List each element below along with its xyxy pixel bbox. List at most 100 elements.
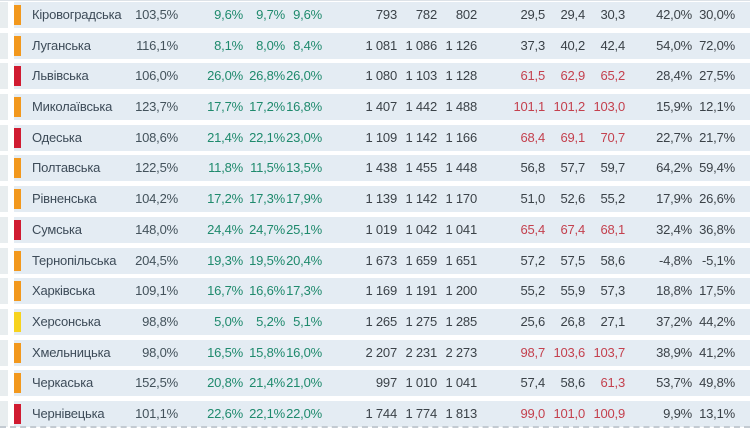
trail-pct-2: 13,1% [699,405,735,421]
column-divider [8,63,14,90]
region-name: Львівська [32,68,89,84]
count-1: 1 169 [365,283,397,299]
value-2: 26,8 [560,313,585,329]
region-name: Рівненська [32,191,97,207]
value-2: 103,6 [553,344,585,360]
value-3: 30,3 [600,7,625,22]
count-1: 1 019 [365,221,397,237]
trail-pct-2: -5,1% [702,252,735,268]
row-left-edge [0,308,8,335]
growth-pct-1: 16,7% [207,283,243,299]
growth-pct-3: 13,5% [286,160,322,176]
region-name: Полтавська [32,160,101,176]
trail-pct-2: 26,6% [699,191,735,207]
trail-pct-1: 37,2% [656,313,692,329]
count-3: 1 651 [445,252,477,268]
value-2: 62,9 [560,68,585,84]
region-name: Хмельницька [32,344,111,360]
value-3: 61,3 [600,375,625,391]
pct-total-value: 109,1% [135,283,178,299]
column-divider [8,124,14,151]
count-1: 1 109 [365,129,397,145]
region-name: Миколаївська [32,99,113,115]
trail-pct-1: 42,0% [656,7,692,22]
count-2: 1 010 [405,375,437,391]
trail-pct-1: 53,7% [656,375,692,391]
status-indicator [14,250,21,271]
value-3: 55,2 [600,191,625,207]
value-1: 99,0 [520,405,545,421]
count-2: 1 442 [405,99,437,115]
trail-pct-1: 9,9% [663,405,692,421]
region-name: Чернівецька [32,405,105,421]
region-name: Тернопільська [32,252,117,268]
region-name: Луганська [32,37,91,53]
row-left-edge [0,278,8,305]
trail-pct-2: 30,0% [699,7,735,22]
column-divider [8,2,14,28]
value-2: 101,2 [553,99,585,115]
trail-pct-2: 36,8% [699,221,735,237]
growth-pct-2: 21,4% [249,375,285,391]
table-row: Львівська 106,0% 26,0% 26,8% 26,0% 1 080… [0,63,750,90]
count-3: 2 273 [445,344,477,360]
count-1: 793 [375,7,397,22]
pct-total-value: 108,6% [135,129,178,145]
table-row: Чернівецька 101,1% 22,6% 22,1% 22,0% 1 7… [0,400,750,427]
trail-pct-1: 38,9% [656,344,692,360]
count-3: 1 041 [445,221,477,237]
table-row: Сумська 148,0% 24,4% 24,7% 25,1% 1 019 1… [0,216,750,243]
trail-pct-2: 72,0% [699,37,735,53]
growth-pct-2: 11,5% [250,160,285,176]
table-row: Кіровоградська 103,5% 9,6% 9,7% 9,6% 793… [0,2,750,28]
pct-total-value: 123,7% [135,99,178,115]
status-indicator [14,373,21,394]
value-1: 98,7 [520,344,545,360]
growth-pct-1: 24,4% [207,221,243,237]
status-indicator [14,219,21,240]
status-indicator [14,97,21,118]
growth-pct-3: 17,3% [286,283,322,299]
growth-pct-1: 22,6% [207,405,243,421]
pct-total-value: 98,0% [142,344,178,360]
count-1: 2 207 [365,344,397,360]
count-1: 1 080 [365,68,397,84]
pct-total-value: 103,5% [135,7,178,22]
region-name: Черкаська [32,375,94,391]
growth-pct-2: 19,5% [249,252,285,268]
row-left-edge [0,2,8,28]
growth-pct-3: 22,0% [286,405,322,421]
count-2: 1 659 [405,252,437,268]
table-row: Черкаська 152,5% 20,8% 21,4% 21,0% 997 1… [0,370,750,397]
status-indicator [14,35,21,56]
trail-pct-1: 18,8% [656,283,692,299]
growth-pct-3: 23,0% [286,129,322,145]
value-2: 55,9 [560,283,585,299]
table-row: Полтавська 122,5% 11,8% 11,5% 13,5% 1 43… [0,155,750,182]
count-3: 1 448 [445,160,477,176]
value-2: 69,1 [560,129,585,145]
growth-pct-2: 22,1% [249,129,285,145]
count-2: 1 774 [405,405,437,421]
count-2: 2 231 [405,344,437,360]
trail-pct-2: 59,4% [699,160,735,176]
count-2: 1 275 [405,313,437,329]
value-3: 103,7 [593,344,625,360]
count-3: 1 128 [445,68,477,84]
count-3: 1 813 [445,405,477,421]
value-2: 57,7 [560,160,585,176]
column-divider [8,339,14,366]
count-2: 1 103 [405,68,437,84]
column-divider [8,94,14,121]
value-1: 57,2 [520,252,545,268]
table-row: Луганська 116,1% 8,1% 8,0% 8,4% 1 081 1 … [0,32,750,59]
count-3: 1 285 [445,313,477,329]
count-3: 1 126 [445,37,477,53]
trail-pct-2: 17,5% [699,283,735,299]
growth-pct-2: 26,8% [249,68,285,84]
value-1: 61,5 [520,68,545,84]
trail-pct-2: 49,8% [699,375,735,391]
status-indicator [14,5,21,25]
trail-pct-1: 54,0% [656,37,692,53]
value-1: 29,5 [520,7,545,22]
